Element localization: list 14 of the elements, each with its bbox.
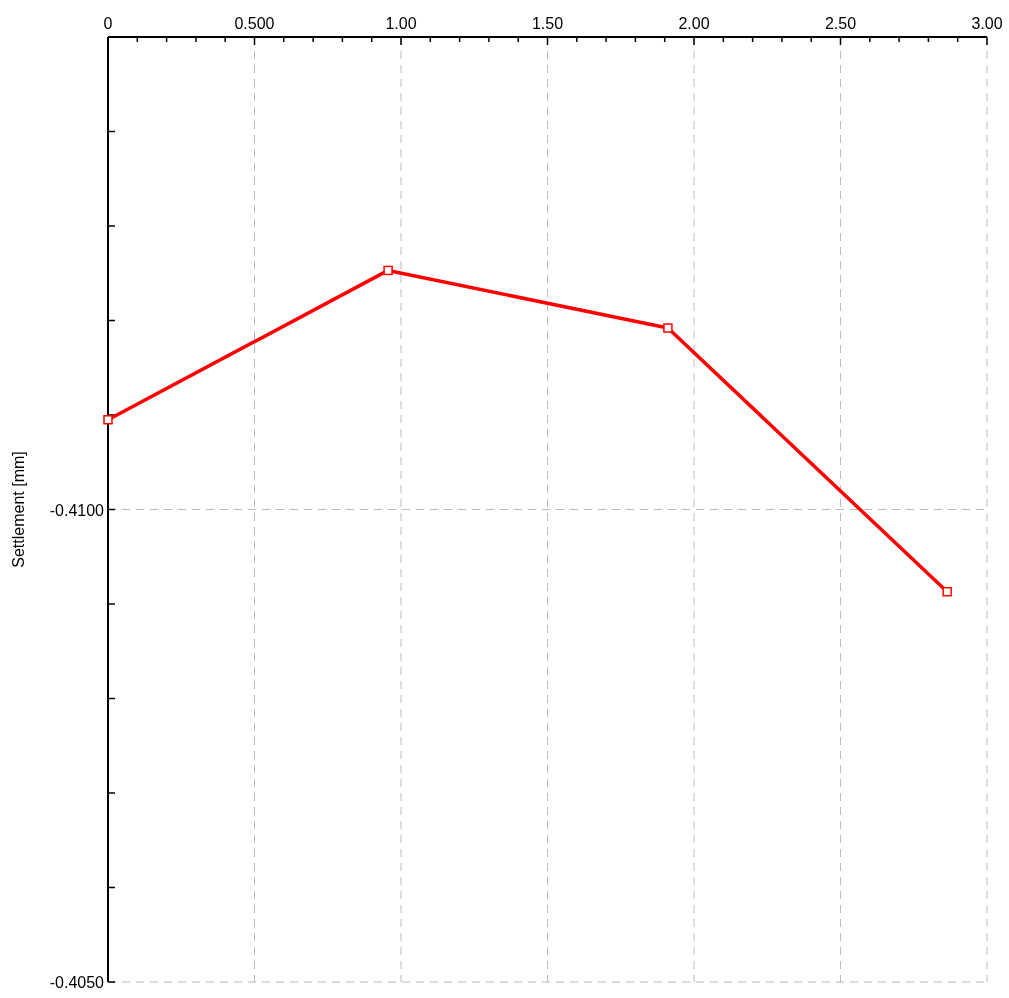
x-tick-label: 2.00 bbox=[678, 15, 710, 32]
y-axis-title: Settlement [mm] bbox=[10, 451, 27, 568]
point bbox=[103, 414, 113, 425]
x-tick-label: 2.50 bbox=[824, 15, 857, 32]
y-tick-label: -0.4100 bbox=[49, 501, 105, 519]
y-tick-label: -0.4050 bbox=[49, 974, 105, 991]
point bbox=[942, 586, 952, 597]
point bbox=[663, 323, 673, 333]
x-tick-label: 1.00 bbox=[385, 15, 417, 32]
x-tick-label: 0.500 bbox=[234, 15, 275, 32]
x-tick-label: 0 bbox=[103, 15, 113, 32]
x-tick-label: 1.50 bbox=[531, 15, 564, 32]
x-tick-label: 3.00 bbox=[971, 15, 1003, 32]
point bbox=[383, 265, 393, 276]
